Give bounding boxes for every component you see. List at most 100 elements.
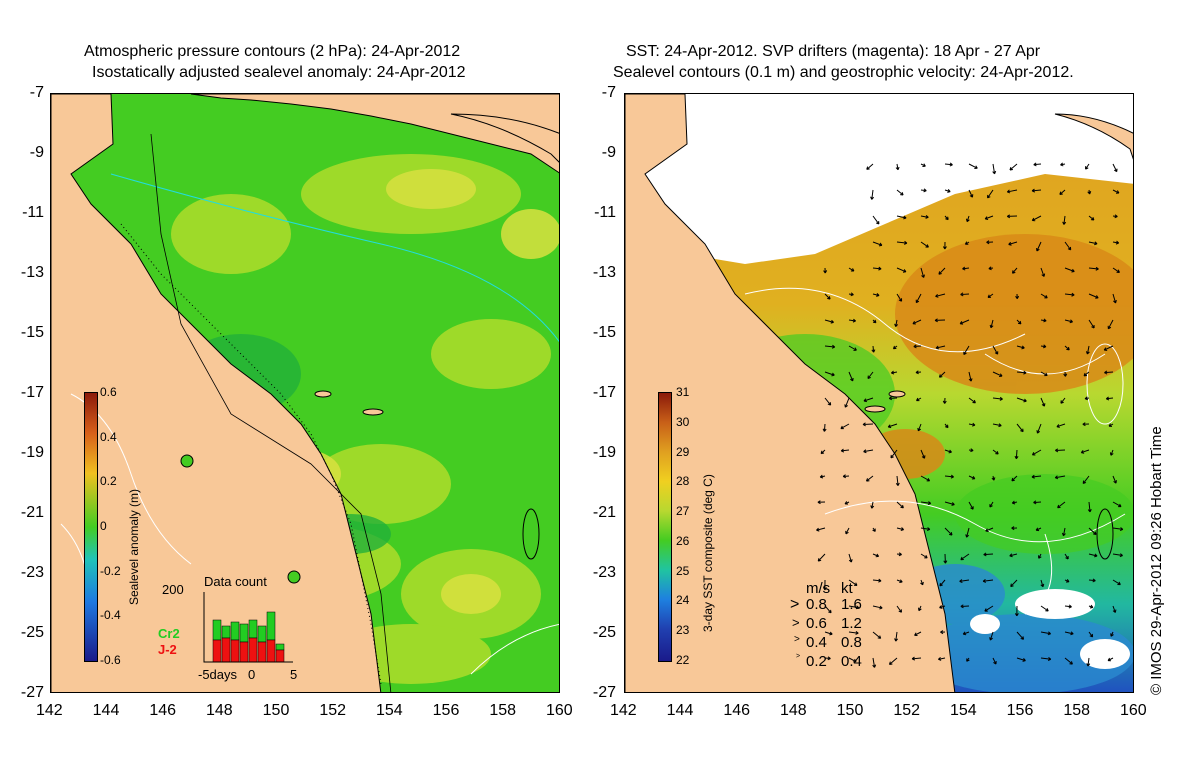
velocity-arrow-icon <box>1015 293 1020 300</box>
y-tick-label-left: -15 <box>20 324 44 341</box>
velocity-arrow-icon <box>872 553 880 558</box>
x-tick-label-right: 160 <box>1120 702 1147 719</box>
velocity-arrow-icon <box>920 501 932 506</box>
x-tick-label-left: 142 <box>36 702 63 719</box>
velocity-arrow-icon <box>1112 579 1121 586</box>
velocity-arrow-icon <box>1040 579 1045 588</box>
histogram-bar-cr2 <box>239 623 249 643</box>
sealevel-colorbar-tick: -0.4 <box>100 608 121 623</box>
velocity-arrow-icon <box>1057 501 1066 509</box>
velocity-arrow-icon <box>959 319 970 325</box>
velocity-arrow-icon <box>824 371 835 377</box>
velocity-arrow-icon <box>1112 527 1124 532</box>
velocity-arrow-icon <box>872 657 877 668</box>
velocity-legend-arrow-icon: > <box>796 653 801 660</box>
velocity-arrow-icon <box>848 657 857 663</box>
velocity-arrow-icon <box>1088 631 1094 638</box>
velocity-arrow-icon <box>959 579 970 584</box>
velocity-arrow-icon <box>872 631 882 639</box>
velocity-arrow-icon <box>911 656 922 661</box>
velocity-arrow-icon <box>896 605 903 613</box>
velocity-legend-arrow-icon: > <box>792 615 800 630</box>
velocity-arrow-icon <box>962 266 970 271</box>
velocity-arrow-icon <box>848 292 854 297</box>
velocity-arrow-icon <box>1064 657 1073 665</box>
histogram-bar-cr2 <box>257 625 267 643</box>
histogram-bar-j2 <box>230 639 240 663</box>
velocity-arrow-icon <box>872 319 877 324</box>
y-tick-label-right: -17 <box>592 384 616 401</box>
data-count-xlabel: -5days <box>198 667 238 682</box>
velocity-arrow-icon <box>822 423 827 432</box>
velocity-arrow-icon <box>1112 501 1122 508</box>
velocity-arrow-icon <box>870 501 875 509</box>
velocity-arrow-icon <box>960 553 970 561</box>
velocity-arrow-icon <box>845 527 850 535</box>
sst-map <box>624 93 1134 693</box>
velocity-arrow-icon <box>920 163 926 167</box>
velocity-arrow-icon <box>1063 371 1068 377</box>
histogram-axis <box>203 592 293 663</box>
sst-colorbar-tick: 29 <box>676 444 690 459</box>
velocity-arrow-icon <box>920 553 928 559</box>
velocity-arrow-icon <box>920 214 929 219</box>
sst-colorbar-tick: 24 <box>676 593 690 608</box>
velocity-arrow-icon <box>1064 292 1075 297</box>
velocity-arrow-icon <box>920 579 924 586</box>
sealevel-colorbar-tick: -0.2 <box>100 563 121 578</box>
sealevel-anomaly-map-graphic <box>51 94 559 692</box>
velocity-arrow-icon <box>992 371 1003 378</box>
velocity-arrow-icon <box>1016 397 1027 403</box>
velocity-arrow-icon <box>939 605 946 609</box>
velocity-arrow-icon <box>824 397 832 406</box>
velocity-arrow-icon <box>984 605 994 612</box>
data-count-ymax: 200 <box>162 582 184 597</box>
velocity-arrow-icon <box>1064 267 1075 273</box>
velocity-arrow-icon <box>1082 475 1090 484</box>
y-tick-label-left: -21 <box>20 504 44 521</box>
velocity-arrow-icon <box>1016 370 1027 375</box>
velocity-arrow-icon <box>844 397 850 408</box>
sst-colorbar-title: 3-day SST composite (deg C) <box>701 474 715 632</box>
velocity-arrow-icon <box>1064 604 1072 609</box>
y-tick-label-right: -25 <box>592 624 616 641</box>
velocity-arrow-icon <box>872 605 883 610</box>
velocity-arrow-icon <box>1040 657 1052 661</box>
y-tick-label-right: -9 <box>601 144 616 161</box>
histogram-bar-j2 <box>248 637 258 663</box>
velocity-arrow-icon <box>944 162 953 167</box>
velocity-arrow-icon <box>935 345 946 350</box>
velocity-arrow-icon <box>1084 396 1090 401</box>
velocity-arrow-icon <box>1014 449 1019 460</box>
velocity-arrow-icon <box>1085 163 1090 170</box>
velocity-arrow-icon <box>872 578 882 583</box>
sealevel-colorbar-title: Sealevel anomaly (m) <box>127 488 141 605</box>
velocity-legend-ms: 0.8 <box>806 596 827 613</box>
x-tick-label-right: 158 <box>1063 702 1091 719</box>
data-count-inset <box>203 592 295 664</box>
x-tick-label-right: 154 <box>950 702 977 719</box>
sst-colorbar-tick: 28 <box>676 474 690 489</box>
velocity-arrow-icon <box>1107 657 1114 662</box>
velocity-legend-kt: 0.4 <box>841 653 862 670</box>
y-tick-label-right: -27 <box>592 684 616 701</box>
sealevel-colorbar-tick: 0.6 <box>100 385 117 399</box>
velocity-arrow-icon <box>944 527 953 536</box>
velocity-arrow-icon <box>863 397 874 403</box>
velocity-arrow-icon <box>896 579 903 584</box>
velocity-arrow-icon <box>848 605 860 610</box>
velocity-arrow-icon <box>848 318 857 323</box>
y-tick-label-left: -9 <box>29 144 44 161</box>
velocity-arrow-icon <box>939 579 946 587</box>
velocity-legend-ms-header: m/s <box>806 580 831 597</box>
velocity-arrow-icon <box>1088 604 1094 609</box>
velocity-arrow-icon <box>982 579 994 583</box>
velocity-arrow-icon <box>1011 500 1018 505</box>
velocity-arrow-icon <box>1031 188 1042 193</box>
velocity-arrow-icon <box>872 527 876 532</box>
velocity-arrow-icon <box>896 215 907 220</box>
velocity-arrow-icon <box>937 656 946 661</box>
velocity-legend-ms: 0.4 <box>806 634 827 651</box>
velocity-arrow-icon <box>824 319 834 324</box>
velocity-arrow-icon <box>913 344 922 349</box>
